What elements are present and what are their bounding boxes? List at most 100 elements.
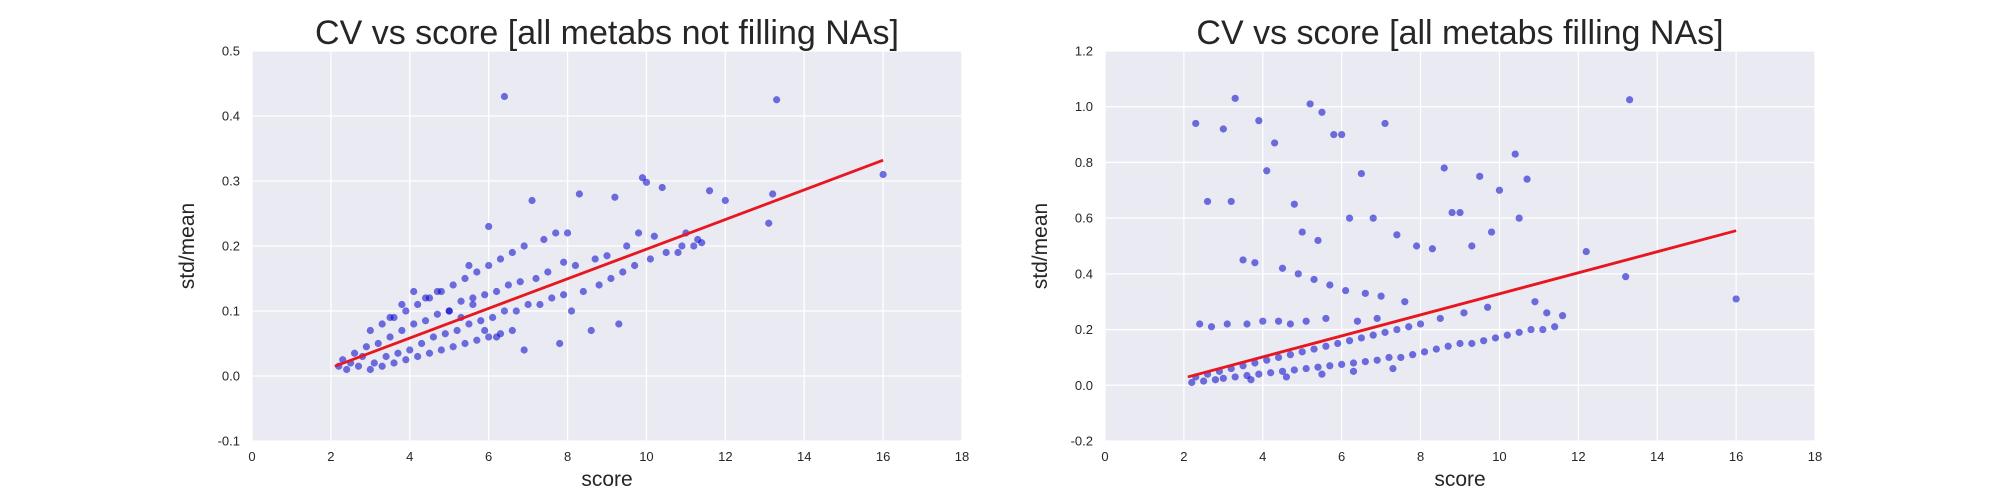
data-point: [1342, 286, 1350, 295]
data-point: [1385, 353, 1393, 362]
data-point: [1503, 331, 1511, 339]
data-point: [1203, 197, 1212, 206]
y-tick-label: 0.4: [1075, 266, 1093, 281]
data-point: [1495, 186, 1504, 194]
x-tick-label: 14: [797, 449, 811, 464]
data-point: [1480, 337, 1488, 345]
data-point: [1306, 100, 1314, 108]
data-point: [465, 320, 473, 328]
data-point: [575, 190, 583, 198]
data-point: [457, 297, 465, 305]
data-point: [1263, 356, 1271, 364]
data-point: [414, 352, 422, 361]
y-tick-label: 0.1: [222, 304, 240, 319]
data-point: [1263, 167, 1271, 175]
data-point: [500, 307, 509, 315]
data-point: [524, 300, 532, 309]
data-point: [1196, 320, 1204, 328]
data-point: [1405, 323, 1413, 331]
data-point: [642, 178, 651, 186]
data-point: [1251, 259, 1259, 267]
data-point: [765, 219, 773, 227]
y-tick-label: -0.1: [218, 434, 240, 449]
data-point: [437, 346, 445, 354]
data-point: [579, 287, 587, 296]
data-point: [1487, 228, 1496, 236]
data-point: [410, 287, 418, 296]
data-point: [1239, 256, 1247, 264]
data-point: [1357, 169, 1365, 178]
data-point: [386, 313, 394, 322]
data-point: [1255, 370, 1263, 378]
data-point: [1338, 360, 1346, 368]
y-tick-label: 1.0: [1075, 99, 1093, 114]
y-axis-label: std/mean: [176, 203, 199, 289]
data-point: [1440, 164, 1448, 172]
data-point: [1318, 370, 1326, 378]
data-point: [445, 307, 453, 315]
data-point: [378, 320, 386, 328]
data-point: [465, 261, 473, 270]
data-point: [343, 365, 351, 374]
x-tick-label: 4: [1259, 449, 1266, 464]
data-point: [398, 300, 406, 309]
data-point: [552, 229, 560, 237]
data-point: [1259, 317, 1267, 325]
y-tick-label: 0.0: [222, 369, 240, 384]
y-tick-label: 0.6: [1075, 211, 1093, 226]
x-tick-label: 0: [1101, 449, 1108, 464]
data-point: [1243, 320, 1251, 328]
data-point: [481, 291, 489, 299]
data-point: [492, 333, 501, 341]
chart-title: CV vs score [all metabs not filling NAs]: [315, 14, 899, 52]
data-point: [1345, 214, 1354, 222]
fit-line: [1187, 229, 1737, 379]
data-point: [1381, 328, 1389, 336]
x-tick-label: 6: [1338, 449, 1345, 464]
data-point: [532, 274, 540, 283]
data-point: [1326, 362, 1334, 370]
data-point: [508, 326, 516, 335]
data-point: [1444, 342, 1452, 350]
data-point: [1551, 323, 1559, 331]
data-point: [591, 255, 599, 263]
data-point: [1345, 337, 1354, 345]
data-point: [694, 235, 702, 244]
data-point: [615, 320, 623, 328]
data-point: [1302, 317, 1310, 325]
data-point: [1369, 214, 1377, 222]
x-tick-label: 8: [1417, 449, 1424, 464]
data-point: [1432, 345, 1440, 353]
y-tick-label: -0.2: [1071, 434, 1093, 449]
data-point: [1290, 366, 1298, 374]
data-point: [1294, 270, 1302, 278]
data-point: [1278, 264, 1287, 272]
data-point: [394, 349, 402, 357]
y-tick-label: 0.5: [222, 44, 240, 59]
data-point: [1456, 339, 1464, 348]
data-point: [1286, 320, 1294, 328]
data-point: [623, 242, 631, 250]
x-axis-label: score: [581, 468, 632, 491]
data-point: [1468, 339, 1476, 348]
data-point: [410, 320, 418, 328]
data-point: [1207, 323, 1216, 331]
data-point: [1349, 359, 1358, 367]
data-point: [461, 274, 469, 283]
data-point: [1377, 292, 1385, 300]
x-tick-label: 18: [955, 449, 969, 464]
data-point: [421, 317, 430, 325]
data-point: [1255, 117, 1263, 125]
data-point: [425, 349, 434, 357]
data-point: [390, 359, 398, 367]
data-point: [560, 258, 568, 266]
data-point: [433, 310, 441, 318]
data-point: [1302, 364, 1310, 373]
data-point: [520, 346, 528, 354]
data-point: [1188, 378, 1196, 387]
data-point: [1267, 369, 1275, 377]
data-point: [508, 248, 516, 257]
data-point: [1531, 298, 1539, 306]
x-tick-label: 2: [1180, 449, 1187, 464]
